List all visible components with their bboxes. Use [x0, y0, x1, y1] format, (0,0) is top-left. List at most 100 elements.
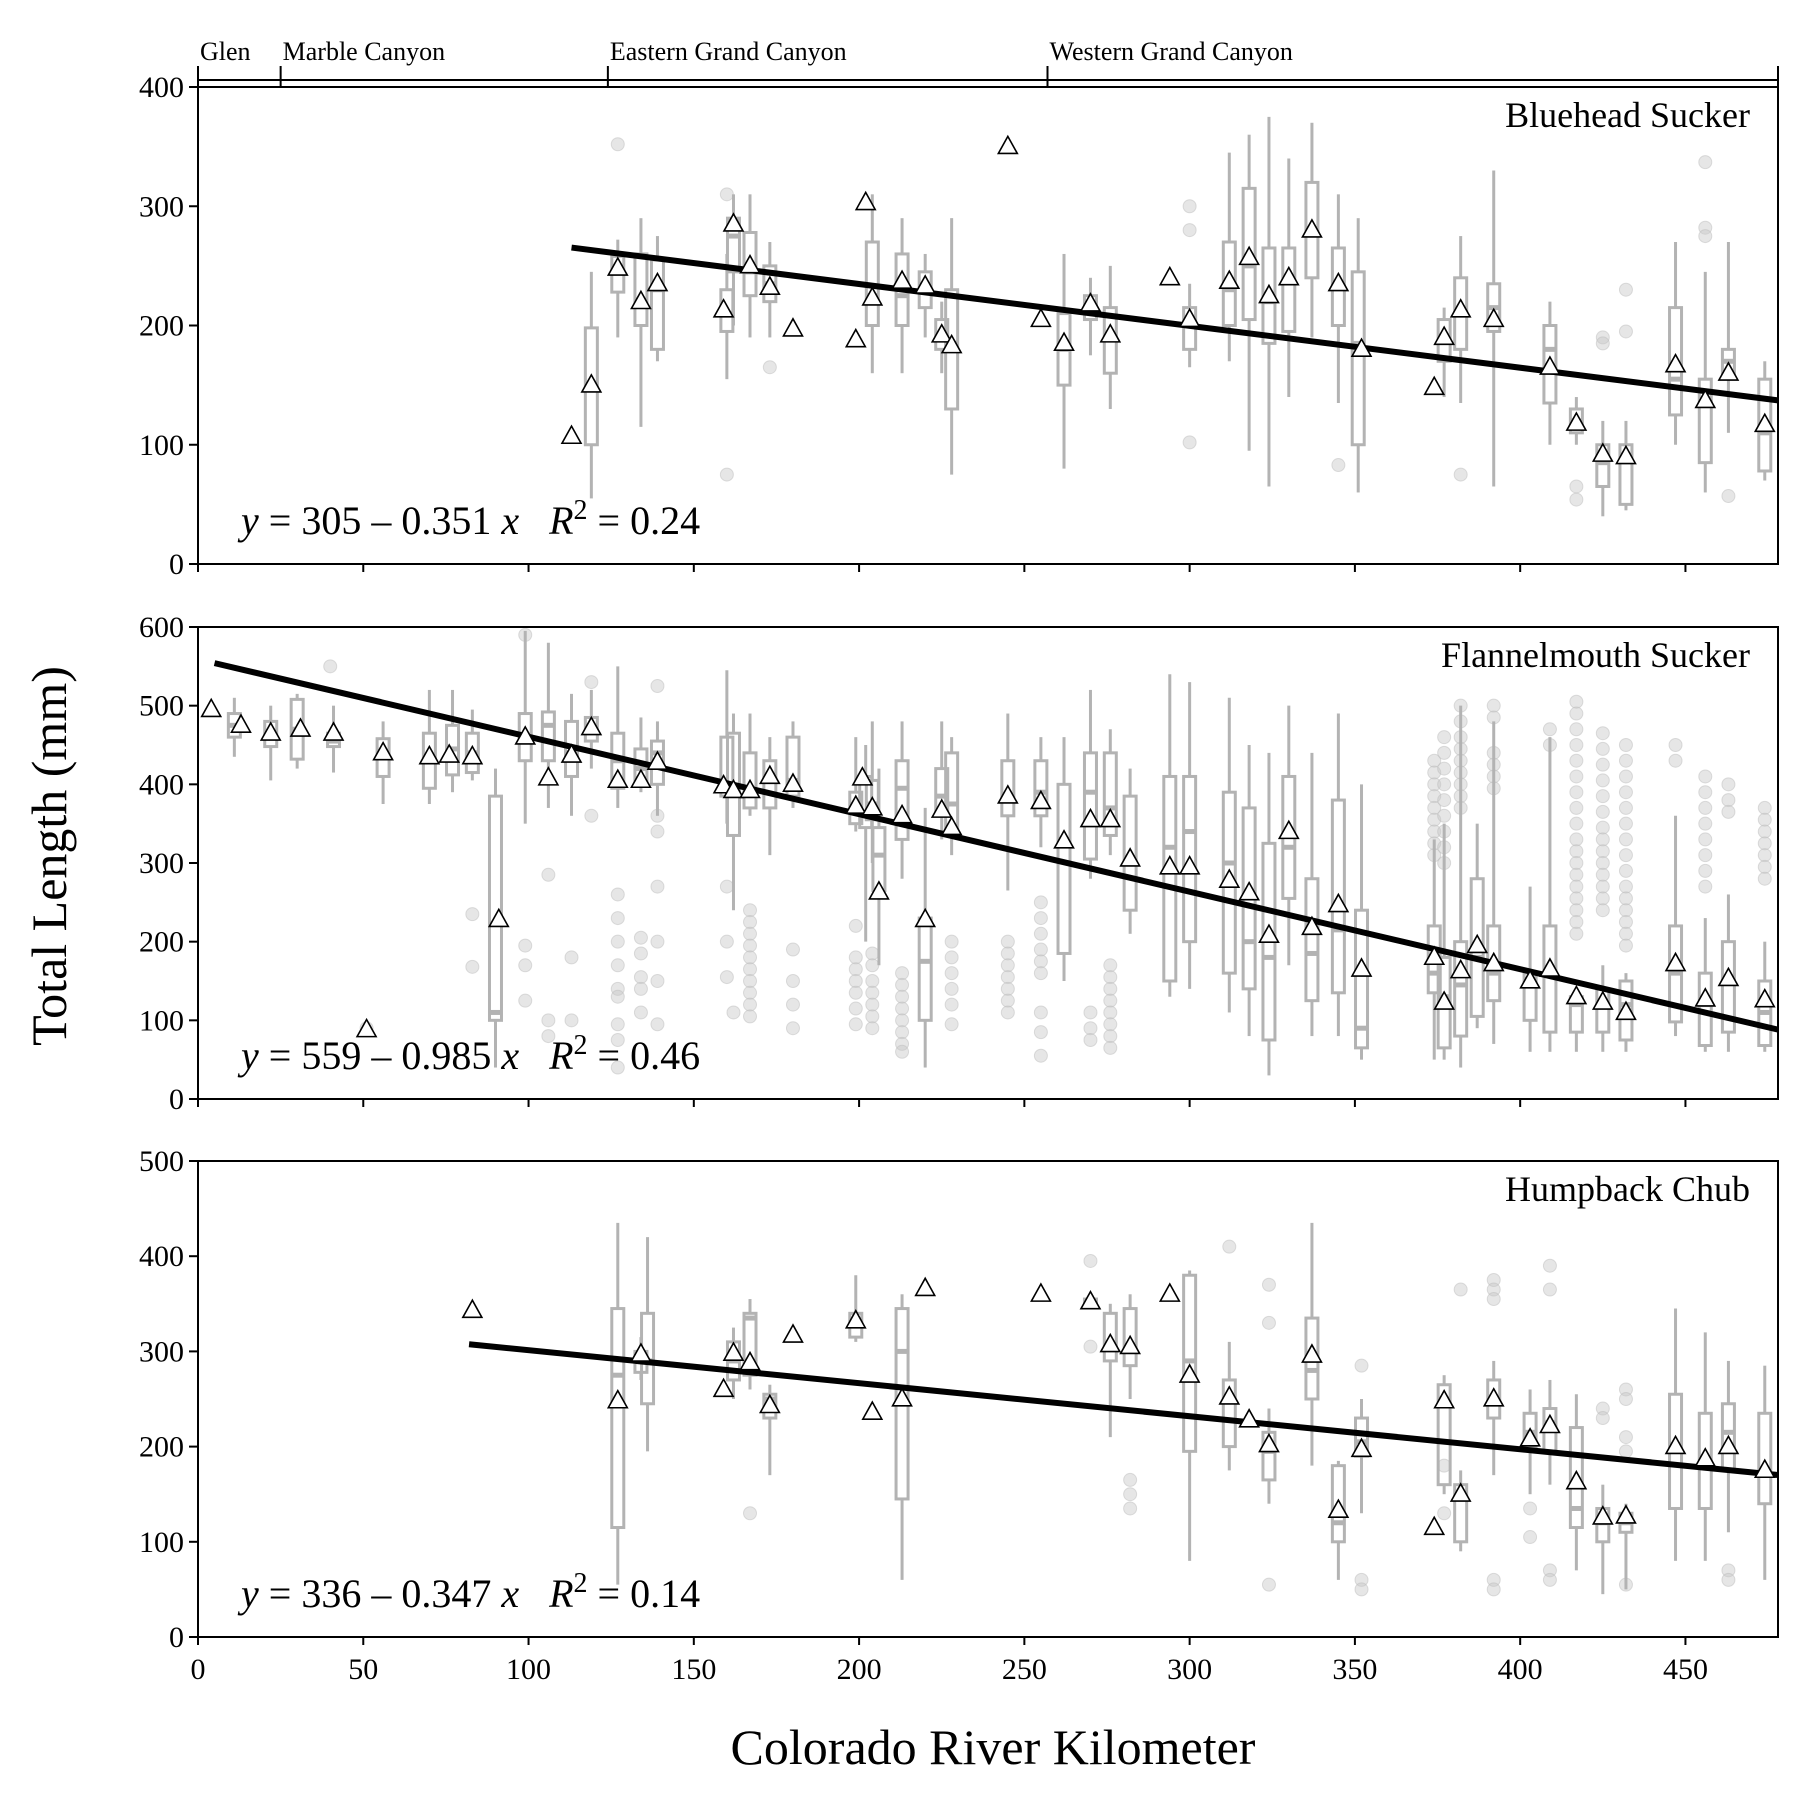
mean-marker: [487, 907, 510, 928]
outlier-point: [1103, 993, 1118, 1008]
box: [1000, 759, 1016, 818]
outlier-point: [743, 985, 758, 1000]
panel-frame: [197, 1160, 1779, 1638]
outlier-point: [1757, 859, 1772, 874]
mean-marker: [1519, 1427, 1541, 1447]
outlier-point: [465, 907, 480, 922]
mean-marker: [739, 253, 761, 274]
outlier-point: [633, 981, 648, 996]
species-label: Humpback Chub: [1505, 1169, 1750, 1209]
box: [1720, 940, 1736, 1034]
mean-marker: [1238, 245, 1260, 266]
outlier-point: [1083, 1253, 1098, 1268]
outlier-point: [1618, 738, 1633, 752]
mean-marker: [1301, 1343, 1323, 1363]
outlier-point: [518, 958, 533, 973]
outlier-point: [1595, 891, 1610, 906]
outlier-point: [1698, 769, 1713, 784]
mean-marker: [1539, 1413, 1561, 1434]
outlier-point: [1000, 1005, 1015, 1020]
outlier-point: [1618, 816, 1633, 831]
outlier-point: [1000, 993, 1015, 1008]
outlier-point: [1618, 926, 1633, 941]
mean-marker: [580, 373, 603, 393]
mean-marker: [712, 298, 735, 318]
outlier-point: [1595, 773, 1610, 788]
outlier-point: [1595, 856, 1610, 870]
mean-marker: [1053, 829, 1075, 849]
mean-marker: [844, 794, 867, 815]
outlier-point: [1595, 1401, 1610, 1416]
box: [1757, 1411, 1773, 1506]
box: [487, 794, 503, 1022]
box: [1122, 794, 1138, 912]
outlier-point: [1698, 832, 1713, 847]
outlier-point: [1618, 282, 1633, 297]
box: [742, 751, 758, 810]
outlier-point: [1721, 1563, 1736, 1578]
equation-coefficients: = 559 – 0.985: [259, 1033, 502, 1078]
outlier-point: [865, 1009, 880, 1024]
mean-marker: [1615, 444, 1637, 465]
x-tick-label: 400: [1498, 1653, 1543, 1686]
mean-marker: [1327, 271, 1350, 292]
outlier-point: [848, 1017, 863, 1032]
outlier-point: [848, 985, 863, 1000]
outlier-point: [719, 970, 734, 985]
mean-marker: [891, 1387, 913, 1407]
mean-marker: [1277, 265, 1300, 286]
outlier-point: [610, 887, 625, 902]
outlier-point: [1542, 1258, 1557, 1273]
region-strip: Glen Marble Canyon Eastern Grand Canyon Wes…: [197, 37, 1779, 88]
equation-coefficients: = 336 – 0.347: [259, 1571, 502, 1616]
outlier-point: [1427, 753, 1442, 768]
outlier-point: [1437, 730, 1452, 745]
mean-marker: [1258, 923, 1280, 944]
outlier-point: [1354, 1572, 1369, 1587]
mean-marker: [537, 766, 560, 786]
box: [1056, 782, 1072, 955]
outlier-point: [1033, 1005, 1048, 1020]
outlier-point: [1698, 816, 1713, 831]
outlier-point: [785, 1021, 800, 1036]
outlier-point: [610, 137, 625, 152]
mean-marker: [606, 256, 629, 276]
outlier-point: [1595, 903, 1610, 918]
outlier-point: [944, 981, 959, 996]
y-axis-title: Total Length (mm): [21, 666, 77, 1046]
outlier-point: [633, 946, 648, 961]
x-tick-label: 100: [506, 1653, 551, 1686]
mean-marker: [1158, 1282, 1181, 1302]
mean-marker: [758, 764, 781, 785]
mean-marker: [1218, 1385, 1241, 1405]
outlier-point: [1523, 1530, 1538, 1545]
outlier-point: [1569, 492, 1584, 507]
outlier-point: [1437, 808, 1452, 823]
mean-marker: [1218, 868, 1241, 888]
outlier-point: [1437, 777, 1452, 792]
mean-marker: [1327, 892, 1350, 913]
outlier-point: [1542, 1572, 1557, 1587]
mean-marker: [1423, 375, 1446, 396]
outlier-point: [1595, 330, 1610, 345]
outlier-point: [895, 1025, 910, 1040]
outlier-point: [1618, 891, 1633, 906]
outlier-point: [1668, 738, 1683, 752]
outlier-point: [1569, 867, 1584, 882]
outlier-point: [1595, 741, 1610, 756]
outlier-point: [1182, 199, 1197, 214]
outlier-point: [1595, 867, 1610, 882]
outlier-point: [743, 915, 758, 929]
outlier-point: [785, 974, 800, 988]
mean-marker: [372, 740, 394, 761]
outlier-point: [895, 1013, 910, 1028]
mean-marker: [1664, 352, 1687, 373]
mean-marker: [1519, 969, 1541, 989]
outlier-point: [1569, 706, 1584, 721]
outlier-point: [944, 934, 959, 949]
outlier-point: [564, 950, 579, 965]
mean-marker: [851, 766, 874, 786]
mean-marker: [1717, 1434, 1740, 1455]
box: [1354, 908, 1370, 1050]
